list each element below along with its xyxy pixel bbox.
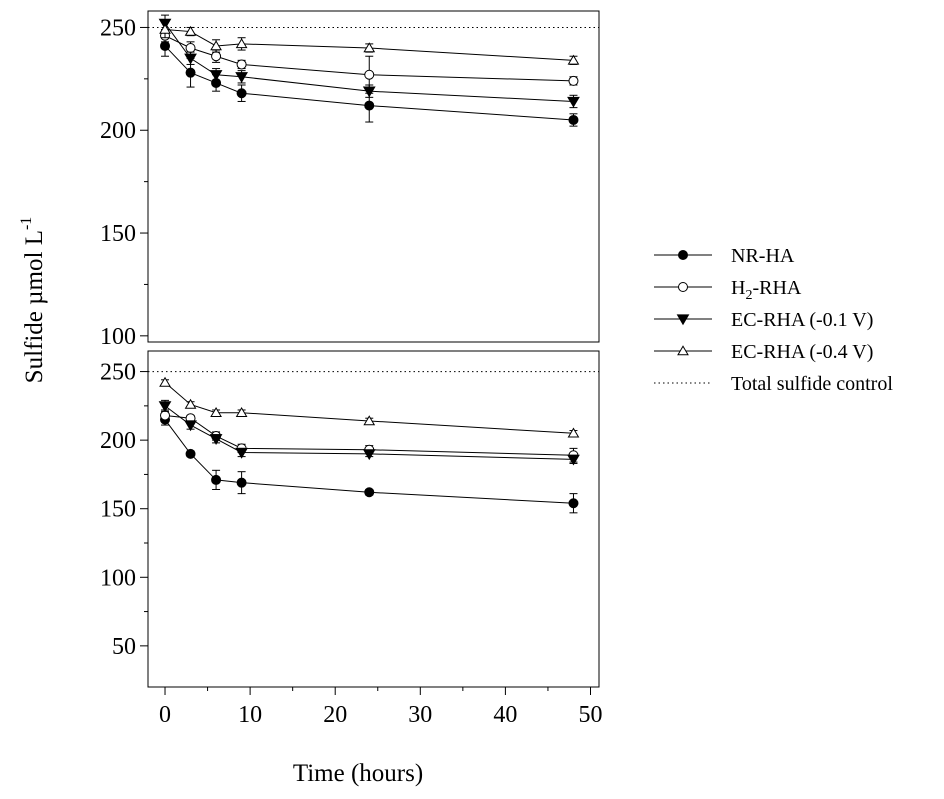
top-y-tick-label: 150 xyxy=(100,221,136,247)
bottom-y-tick-label: 200 xyxy=(100,428,136,454)
top-series-nr-point xyxy=(160,40,171,51)
legend-h2-label-main: H xyxy=(731,277,745,299)
bottom-series-ec4-point xyxy=(235,406,248,417)
bottom-series-ec4-line xyxy=(164,382,574,434)
legend-ctrl-label: Total sulfide control xyxy=(731,373,893,395)
legend-ec1-label: EC-RHA (-0.1 V) xyxy=(731,309,873,331)
bottom-series-nr-point xyxy=(185,448,196,459)
bottom-series-nr-point xyxy=(364,487,375,498)
top-series-ec4-point xyxy=(184,25,197,36)
bottom-series-ec4-point xyxy=(184,398,197,409)
bottom-series-ec4-point xyxy=(567,427,580,438)
bottom-y-tick-label: 50 xyxy=(112,634,136,660)
bottom-panel-axis: 50 100 150 200 250 xyxy=(100,360,148,660)
top-series-nr-point xyxy=(185,67,196,78)
bottom-series-ec4-point xyxy=(210,406,222,417)
top-series-h2-point xyxy=(211,51,222,62)
top-series-ec1-point xyxy=(209,70,223,81)
top-series-nr-point xyxy=(364,100,375,111)
bottom-series-nr-line xyxy=(164,419,574,504)
top-panel: 100 150 200 250 xyxy=(100,10,600,350)
top-series-ec1-point xyxy=(184,53,197,65)
y-axis-label-superscript: -1 xyxy=(18,217,35,230)
top-series-ec1-point xyxy=(362,86,376,98)
bottom-series-ec1-point xyxy=(209,434,223,445)
top-series-ec4-point xyxy=(235,38,248,49)
legend-h2-marker xyxy=(678,282,688,292)
bottom-series-h2-point xyxy=(160,410,171,421)
top-y-tick-label: 250 xyxy=(100,15,136,41)
legend-ec1-marker xyxy=(676,314,690,326)
top-series-ec4-line xyxy=(164,29,574,61)
bottom-panel: 50 100 150 200 250 xyxy=(100,350,600,688)
top-series-h2-point xyxy=(364,69,375,80)
bottom-y-tick-label: 100 xyxy=(100,565,136,591)
bottom-series-nr-point xyxy=(236,477,247,488)
bottom-series-nr-point xyxy=(211,474,222,485)
legend-nr-label: NR-HA xyxy=(731,245,795,267)
bottom-series-ec1-point xyxy=(184,420,197,432)
top-series-ec1-point xyxy=(235,72,248,83)
bottom-series-ec1-point xyxy=(158,401,172,413)
legend-h2-label: H2-RHA xyxy=(731,277,802,303)
bottom-panel-frame xyxy=(147,350,600,688)
top-series-ec4-point xyxy=(159,23,171,34)
legend-h2-label-rest: -RHA xyxy=(752,277,801,299)
x-axis-label: Time (hours) xyxy=(293,760,423,787)
top-panel-frame xyxy=(147,10,600,343)
top-series-nr-point xyxy=(236,88,247,99)
x-tick-label: 10 xyxy=(238,702,262,728)
bottom-y-tick-label: 250 xyxy=(100,360,136,386)
bottom-series-ec4-point xyxy=(363,415,376,426)
legend: NR-HA H2-RHA EC-RHA (-0.1 V) EC-RHA (-0.4 V… xyxy=(654,245,893,395)
legend-ec4-marker xyxy=(677,345,689,356)
bottom-series-ec1-point xyxy=(362,449,376,461)
x-tick-label: 20 xyxy=(323,702,347,728)
x-tick-label: 0 xyxy=(159,702,171,728)
y-axis-label-main: Sulfide µmol L xyxy=(21,230,48,383)
top-series-h2-point xyxy=(568,75,579,86)
legend-ec4-label: EC-RHA (-0.4 V) xyxy=(731,341,873,363)
top-y-tick-label: 100 xyxy=(100,324,136,350)
y-axis-label: Sulfide µmol L-1 xyxy=(18,217,48,384)
top-series-ec4-point xyxy=(363,42,376,53)
top-series-nr-line xyxy=(164,45,574,121)
top-y-tick-label: 200 xyxy=(100,118,136,144)
top-series-ec1-point xyxy=(567,96,580,108)
top-panel-series xyxy=(148,14,599,127)
bottom-y-tick-label: 150 xyxy=(100,497,136,523)
top-series-h2-point xyxy=(185,43,196,54)
bottom-panel-series xyxy=(148,371,599,514)
bottom-series-ec1-point xyxy=(567,454,580,466)
bottom-series-nr-point xyxy=(568,498,579,509)
top-series-h2-point xyxy=(236,59,247,70)
bottom-series-ec4-point xyxy=(159,376,171,387)
legend-h2-label-sub: 2 xyxy=(745,288,752,303)
x-tick-label: 50 xyxy=(578,702,602,728)
x-axis: 0 10 20 30 40 50 xyxy=(159,687,602,728)
bottom-series-ec1-point xyxy=(235,447,248,459)
top-panel-axis: 100 150 200 250 xyxy=(100,15,148,350)
legend-nr-marker xyxy=(678,250,688,260)
x-tick-label: 30 xyxy=(408,702,432,728)
top-series-ec4-point xyxy=(567,54,580,65)
top-series-ec1-line xyxy=(164,23,574,102)
top-series-ec4-point xyxy=(210,40,222,51)
top-series-nr-point xyxy=(568,114,579,125)
x-tick-label: 40 xyxy=(493,702,517,728)
